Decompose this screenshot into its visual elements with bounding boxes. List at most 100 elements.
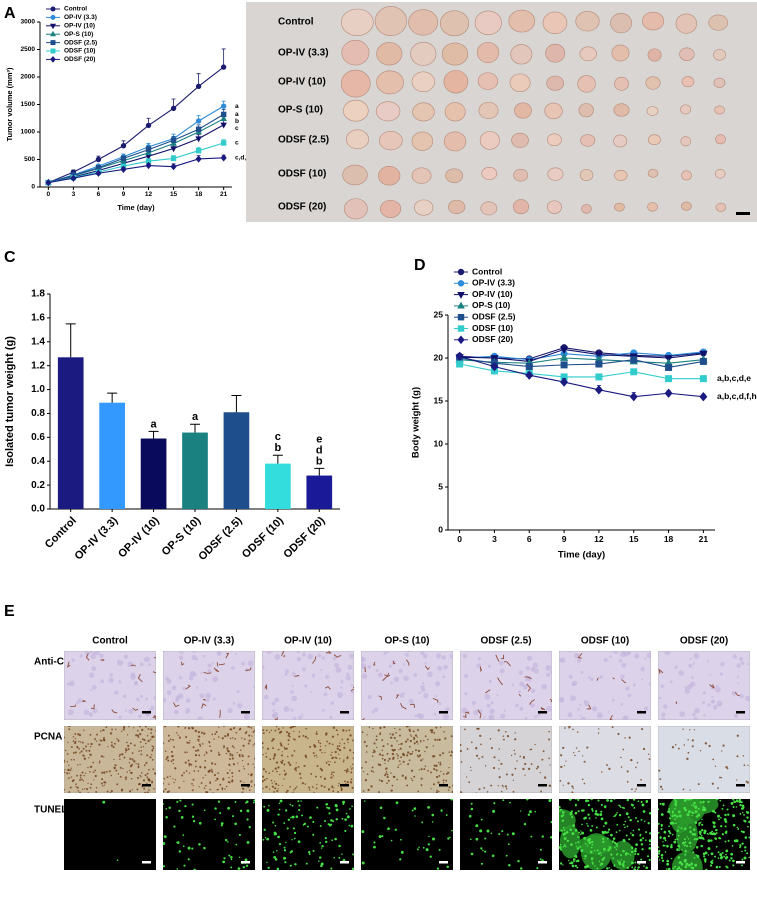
apoptotic-cell [688,810,691,814]
stain [739,656,744,661]
nucleus [225,785,228,788]
nucleus [239,780,242,783]
apoptotic-cell [712,809,715,813]
apoptotic-cell [589,828,593,832]
nucleus [279,742,282,745]
nucleus [238,753,241,756]
nucleus [333,787,335,789]
apoptotic-cell [283,822,286,824]
stain [746,663,749,666]
nucleus [578,750,580,753]
apoptotic-cell [701,823,704,826]
significance-label: a [235,111,239,118]
stain [702,701,705,704]
nucleus [119,766,122,769]
apoptotic-cell [600,810,603,813]
stain [715,684,719,688]
nucleus [295,762,297,764]
nucleus [185,770,188,772]
nucleus [152,746,155,748]
nucleus [328,742,331,745]
apoptotic-cell [725,849,729,853]
apoptotic-cell [572,824,576,827]
apoptotic-cell [316,806,319,809]
nucleus [262,732,265,735]
nucleus [425,746,428,749]
apoptotic-cell [748,856,750,859]
apoptotic-cell [178,809,181,813]
stain [231,666,235,670]
nucleus [370,770,373,773]
apoptotic-cell [400,838,402,841]
apoptotic-cell [600,854,602,856]
vessel [395,694,400,699]
stain [185,710,189,714]
nucleus [412,730,415,733]
apoptotic-cell [234,822,237,826]
nucleus [103,756,105,758]
stain [534,715,538,719]
nucleus [288,735,291,738]
nucleus [242,744,245,747]
x-tick-label: 9 [562,534,567,544]
error-bar [314,467,325,476]
apoptotic-cell [619,854,622,857]
apoptotic-cell [616,845,619,848]
apoptotic-cell [289,864,292,867]
nucleus [343,742,346,745]
apoptotic-cell [693,838,696,841]
apoptotic-cell [484,837,487,840]
nucleus [367,788,370,792]
apoptotic-cell [263,828,266,831]
stain [334,662,340,668]
stain [414,714,418,718]
tumor [508,9,536,33]
stain [530,688,536,694]
stain [148,663,152,667]
nucleus [101,778,104,780]
apoptotic-cell [633,806,636,809]
nucleus [375,738,378,741]
nucleus [327,760,329,763]
apoptotic-cell [308,850,311,854]
significance-label: a [192,411,199,423]
stain [90,653,96,660]
apoptotic-cell [383,816,386,820]
photo-row-label: OP-S (10) [278,105,323,116]
legend-marker [49,23,57,30]
nucleus [608,767,611,770]
tumor [412,102,435,122]
nucleus [541,758,544,761]
nucleus [543,776,547,779]
nucleus [398,764,400,766]
stain [435,681,441,687]
nucleus [274,767,277,770]
apoptotic-cell [671,811,674,814]
nucleus [229,737,232,740]
apoptotic-cell [715,865,719,869]
apoptotic-cell [490,832,493,835]
nucleus [597,732,600,734]
significance-label: a,b,c,d,e [717,373,751,383]
nucleus [148,789,150,791]
data-point [195,148,202,154]
apoptotic-cell [725,856,729,859]
nucleus [408,759,411,762]
apoptotic-cell [238,833,241,837]
apoptotic-cell [333,856,335,859]
stain [304,684,308,688]
apoptotic-cell [732,806,735,809]
nucleus [152,735,155,738]
significance-label: b [316,455,323,467]
nucleus [142,746,145,748]
apoptotic-cell [667,830,671,833]
stain [292,716,297,720]
apoptotic-cell [730,857,733,860]
stain [247,660,254,667]
apoptotic-cell [718,818,720,821]
nucleus [371,766,374,769]
legend-label: OP-IV (10) [472,289,513,299]
stain [644,657,647,660]
stain [361,665,364,670]
nucleus [252,730,255,733]
